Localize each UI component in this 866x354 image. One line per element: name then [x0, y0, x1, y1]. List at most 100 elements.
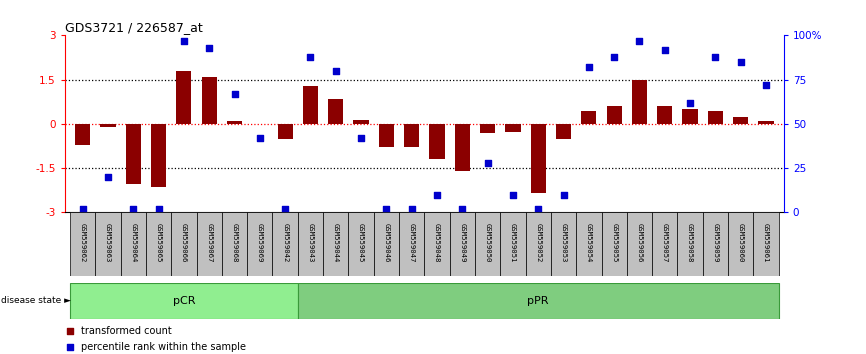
Bar: [759, 121, 773, 124]
Bar: [323, 212, 348, 276]
Bar: [303, 86, 318, 124]
Point: [759, 82, 773, 88]
Point: [228, 91, 242, 97]
Text: GSM559057: GSM559057: [662, 223, 668, 263]
Bar: [556, 124, 572, 139]
Text: GSM559065: GSM559065: [156, 223, 162, 263]
Point: [708, 54, 722, 59]
Point: [75, 206, 89, 212]
Bar: [449, 212, 475, 276]
Text: pCR: pCR: [172, 296, 195, 306]
Bar: [252, 124, 268, 125]
Text: GSM559066: GSM559066: [181, 223, 187, 263]
Point: [456, 206, 469, 212]
Text: GSM559054: GSM559054: [586, 223, 591, 263]
Point: [607, 54, 621, 59]
Bar: [227, 121, 242, 124]
Bar: [657, 106, 672, 124]
Text: GSM559061: GSM559061: [763, 223, 769, 263]
Text: GSM559044: GSM559044: [333, 223, 339, 263]
Text: GSM559051: GSM559051: [510, 223, 516, 263]
Bar: [298, 212, 323, 276]
Bar: [424, 212, 449, 276]
Bar: [475, 212, 501, 276]
Text: GSM559064: GSM559064: [130, 223, 136, 263]
Bar: [247, 212, 273, 276]
Bar: [177, 71, 191, 124]
Text: GSM559053: GSM559053: [560, 223, 566, 263]
Point: [152, 206, 165, 212]
Point: [658, 47, 672, 52]
Text: GSM559052: GSM559052: [535, 223, 541, 263]
Bar: [682, 109, 698, 124]
Point: [278, 206, 292, 212]
Point: [532, 206, 546, 212]
Point: [354, 135, 368, 141]
Bar: [146, 212, 171, 276]
Text: GSM559045: GSM559045: [358, 223, 364, 263]
Point: [177, 38, 191, 44]
Bar: [734, 116, 748, 124]
Bar: [348, 212, 374, 276]
Point: [582, 64, 596, 70]
Point: [506, 192, 520, 198]
Bar: [70, 283, 298, 319]
Point: [253, 135, 267, 141]
Bar: [273, 212, 298, 276]
Text: GSM559048: GSM559048: [434, 223, 440, 263]
Point: [734, 59, 747, 65]
Bar: [126, 124, 141, 184]
Bar: [328, 99, 343, 124]
Point: [379, 206, 393, 212]
Point: [632, 38, 646, 44]
Text: GSM559069: GSM559069: [257, 223, 262, 263]
Text: GSM559063: GSM559063: [105, 223, 111, 263]
Point: [683, 100, 697, 105]
Bar: [277, 124, 293, 139]
Text: GSM559068: GSM559068: [231, 223, 237, 263]
Point: [557, 192, 571, 198]
Bar: [632, 80, 647, 124]
Bar: [298, 283, 779, 319]
Bar: [753, 212, 779, 276]
Bar: [353, 120, 369, 124]
Point: [126, 206, 140, 212]
Text: GSM559059: GSM559059: [713, 223, 719, 263]
Point: [430, 192, 444, 198]
Bar: [506, 124, 520, 132]
Bar: [120, 212, 146, 276]
Text: percentile rank within the sample: percentile rank within the sample: [81, 342, 246, 352]
Text: GSM559056: GSM559056: [637, 223, 643, 263]
Bar: [75, 124, 90, 144]
Point: [481, 160, 494, 166]
Point: [329, 68, 343, 74]
Bar: [652, 212, 677, 276]
Bar: [95, 212, 120, 276]
Bar: [480, 124, 495, 133]
Bar: [222, 212, 247, 276]
Text: GSM559050: GSM559050: [485, 223, 491, 263]
Text: disease state ►: disease state ►: [1, 296, 71, 306]
Point: [404, 206, 418, 212]
Bar: [581, 110, 597, 124]
Bar: [197, 212, 222, 276]
Bar: [627, 212, 652, 276]
Text: GSM559060: GSM559060: [738, 223, 744, 263]
Text: GSM559055: GSM559055: [611, 223, 617, 263]
Bar: [399, 212, 424, 276]
Bar: [551, 212, 576, 276]
Bar: [531, 124, 546, 193]
Bar: [606, 106, 622, 124]
Bar: [202, 77, 216, 124]
Bar: [708, 110, 723, 124]
Text: GDS3721 / 226587_at: GDS3721 / 226587_at: [65, 21, 203, 34]
Bar: [430, 124, 444, 159]
Bar: [728, 212, 753, 276]
Point: [203, 45, 216, 51]
Text: GSM559058: GSM559058: [687, 223, 693, 263]
Bar: [70, 212, 95, 276]
Bar: [576, 212, 602, 276]
Bar: [404, 124, 419, 148]
Bar: [602, 212, 627, 276]
Bar: [501, 212, 526, 276]
